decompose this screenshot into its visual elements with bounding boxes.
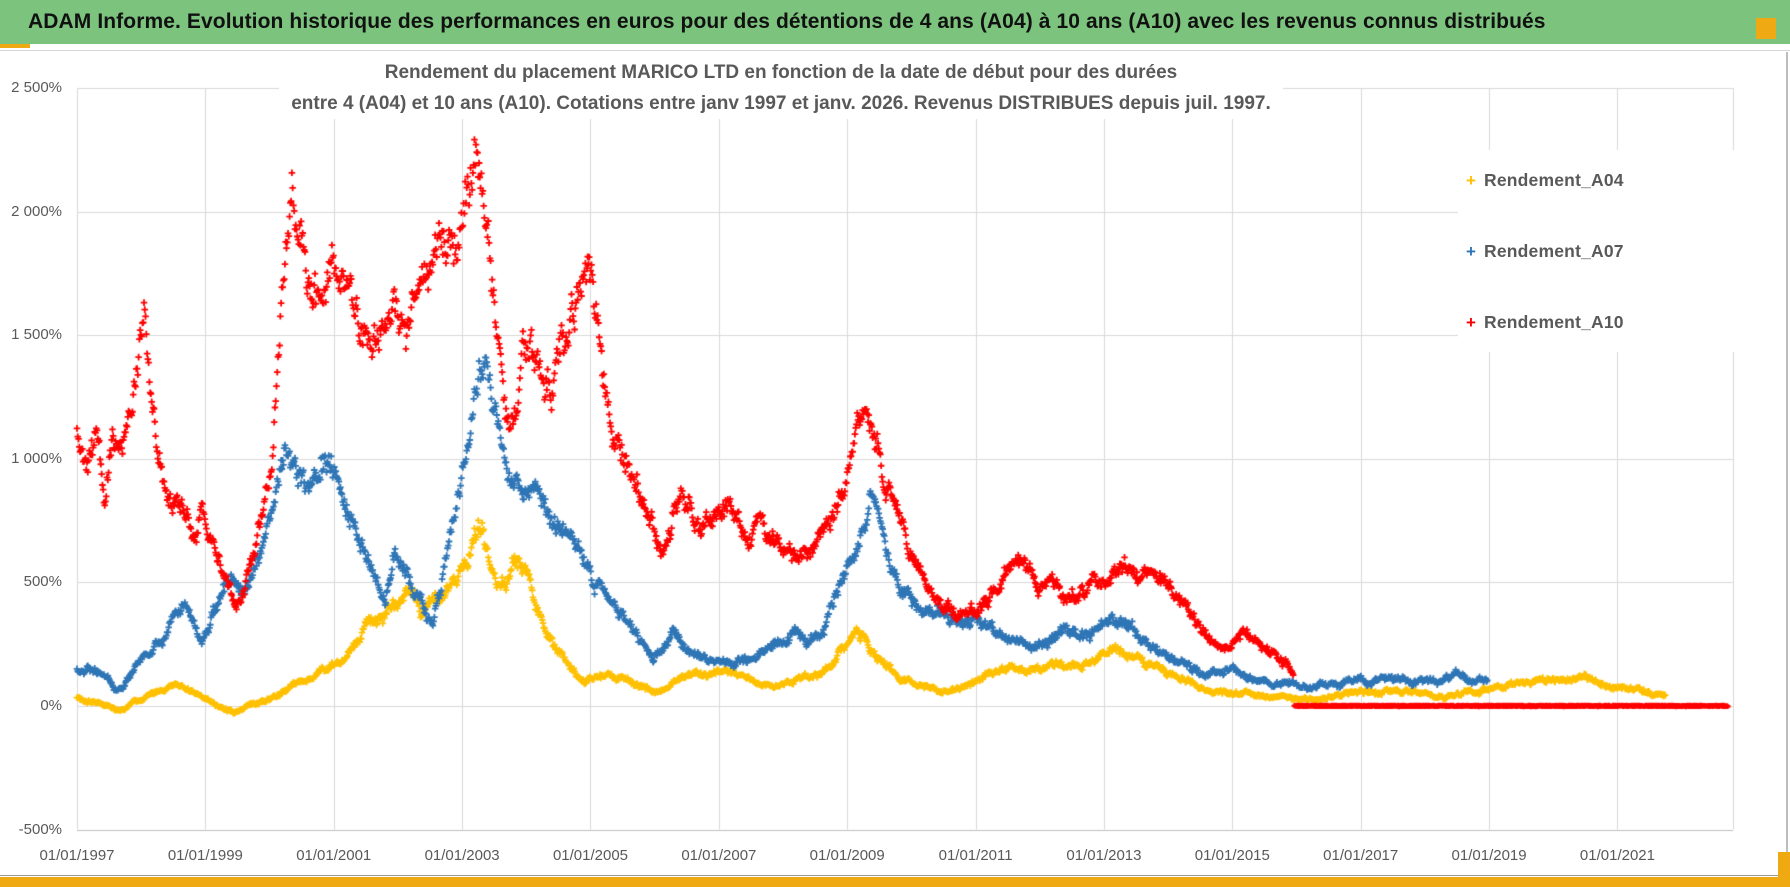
chart-title: Rendement du placement MARICO LTD en fon… <box>279 57 1283 119</box>
y-tick-label: 0% <box>40 696 62 714</box>
x-tick-label: 01/01/2007 <box>681 847 757 864</box>
y-tick-label: 2 500% <box>11 79 62 96</box>
legend: + Rendement_A04 + Rendement_A07 + Rendement_A… <box>1458 150 1736 352</box>
x-tick-label: 01/01/2003 <box>424 847 500 864</box>
plus-marker-icon: + <box>1466 170 1476 190</box>
legend-item[interactable]: + Rendement_A07 <box>1458 221 1736 281</box>
x-tick-label: 01/01/2021 <box>1579 847 1655 864</box>
legend-item[interactable]: + Rendement_A10 <box>1458 292 1736 352</box>
legend-item[interactable]: + Rendement_A04 <box>1458 150 1736 210</box>
legend-label: Rendement_A10 <box>1484 311 1624 332</box>
chart-title-line2: entre 4 (A04) et 10 ans (A10). Cotations… <box>291 93 1271 114</box>
x-tick-label: 01/01/2019 <box>1451 847 1527 864</box>
x-tick-label: 01/01/2005 <box>552 847 629 864</box>
plus-marker-icon: + <box>1466 312 1476 332</box>
y-tick-label: 500% <box>23 573 62 591</box>
x-tick-label: 01/01/1997 <box>39 847 115 864</box>
chart-title-line1: Rendement du placement MARICO LTD en fon… <box>384 62 1178 83</box>
x-tick-label: 01/01/1999 <box>167 847 243 864</box>
x-tick-label: 01/01/2017 <box>1323 847 1399 864</box>
y-tick-label: 1 000% <box>11 449 62 467</box>
legend-label: Rendement_A04 <box>1484 169 1624 190</box>
y-tick-label: 2 000% <box>11 202 62 220</box>
x-tick-label: 01/01/2013 <box>1066 847 1142 864</box>
y-tick-label: -500% <box>18 820 62 838</box>
y-tick-label: 1 500% <box>11 326 62 344</box>
x-tick-label: 01/01/2001 <box>296 847 372 864</box>
x-tick-label: 01/01/2009 <box>809 847 885 864</box>
x-tick-label: 01/01/2011 <box>938 847 1013 864</box>
plus-marker-icon: + <box>1466 241 1476 261</box>
legend-label: Rendement_A07 <box>1484 240 1624 261</box>
x-tick-label: 01/01/2015 <box>1194 847 1270 864</box>
